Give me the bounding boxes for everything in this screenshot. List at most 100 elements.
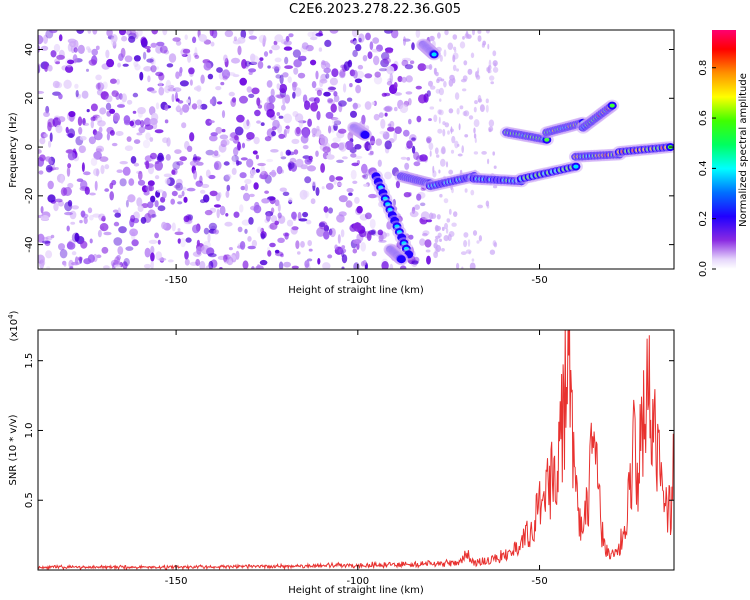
snr-multiplier-close: ) <box>9 310 20 314</box>
noise-speck <box>225 190 230 198</box>
noise-speck <box>375 138 383 146</box>
noise-speck <box>360 242 367 252</box>
noise-speck <box>472 230 478 236</box>
noise-speck <box>316 227 325 237</box>
noise-speck <box>95 45 100 50</box>
noise-speck <box>86 109 90 113</box>
noise-speck <box>304 100 311 110</box>
noise-speck <box>76 30 85 34</box>
noise-speck <box>382 131 390 140</box>
noise-speck <box>205 149 215 156</box>
noise-speck <box>156 189 164 193</box>
noise-speck <box>289 157 297 164</box>
noise-speck <box>121 93 127 103</box>
noise-speck <box>384 140 392 150</box>
noise-speck <box>155 71 164 77</box>
noise-speck <box>182 104 190 113</box>
x-tick-label: -150 <box>165 576 188 587</box>
noise-speck <box>99 81 103 91</box>
noise-speck <box>226 184 231 192</box>
noise-speck <box>297 72 306 79</box>
noise-speck <box>332 137 341 143</box>
noise-speck <box>105 102 112 111</box>
noise-speck <box>485 98 489 104</box>
x-tick-label: -100 <box>346 576 369 587</box>
noise-speck <box>135 119 142 126</box>
noise-speck <box>487 43 490 50</box>
noise-speck <box>310 59 317 66</box>
noise-speck <box>40 259 46 266</box>
noise-speck <box>149 137 154 142</box>
noise-speck <box>196 246 202 255</box>
noise-speck <box>208 222 218 231</box>
noise-speck <box>90 120 95 129</box>
noise-speck <box>230 98 236 107</box>
noise-speck <box>117 62 121 68</box>
noise-speck <box>93 131 103 141</box>
noise-speck <box>177 201 183 205</box>
noise-speck <box>83 216 88 225</box>
noise-speck <box>405 75 413 83</box>
noise-speck <box>397 75 403 83</box>
noise-speck <box>352 69 358 79</box>
noise-speck <box>109 130 115 136</box>
noise-speck <box>178 69 183 77</box>
noise-speck <box>77 116 83 126</box>
noise-speck <box>214 162 219 170</box>
noise-speck <box>198 34 207 42</box>
noise-speck <box>237 141 241 151</box>
noise-speck <box>457 143 460 147</box>
noise-speck <box>161 221 167 230</box>
noise-speck <box>66 166 71 177</box>
noise-speck <box>467 68 473 75</box>
noise-speck <box>127 194 136 203</box>
noise-speck <box>401 76 407 83</box>
noise-speck <box>131 239 139 247</box>
noise-speck <box>148 239 158 244</box>
noise-speck <box>216 67 223 73</box>
noise-speck <box>103 231 112 236</box>
noise-speck <box>47 194 56 203</box>
noise-speck <box>226 256 234 266</box>
noise-speck <box>138 170 143 181</box>
noise-speck <box>67 200 73 207</box>
noise-speck <box>423 93 429 103</box>
noise-speck <box>45 105 50 114</box>
noise-speck <box>322 262 331 269</box>
noise-speck <box>463 110 470 117</box>
noise-speck <box>485 104 489 113</box>
noise-speck <box>319 78 328 84</box>
noise-speck <box>352 180 358 184</box>
noise-speck <box>236 114 245 123</box>
noise-speck <box>453 211 458 218</box>
noise-speck <box>68 111 76 118</box>
noise-speck <box>45 164 53 173</box>
noise-speck <box>436 154 440 158</box>
noise-speck <box>240 157 248 161</box>
spectrogram-xlabel: Height of straight line (km) <box>288 285 424 296</box>
noise-speck <box>126 99 133 105</box>
noise-speck <box>224 30 234 38</box>
noise-speck <box>223 161 230 166</box>
noise-speck <box>306 219 312 225</box>
noise-speck <box>63 79 72 90</box>
noise-speck <box>285 125 290 130</box>
noise-speck <box>162 137 169 144</box>
noise-speck <box>463 60 468 66</box>
noise-speck <box>338 248 347 254</box>
noise-speck <box>143 66 153 72</box>
noise-speck <box>474 100 478 105</box>
noise-speck <box>154 175 160 180</box>
noise-speck <box>228 247 233 251</box>
noise-speck <box>281 104 286 111</box>
noise-speck <box>269 196 276 205</box>
noise-speck <box>252 150 258 155</box>
noise-speck <box>183 196 188 203</box>
noise-speck <box>416 115 422 123</box>
noise-speck <box>151 214 157 218</box>
noise-speck <box>338 142 347 152</box>
noise-speck <box>45 250 53 259</box>
noise-speck <box>284 232 289 240</box>
noise-speck <box>109 182 114 189</box>
noise-speck <box>320 163 325 173</box>
